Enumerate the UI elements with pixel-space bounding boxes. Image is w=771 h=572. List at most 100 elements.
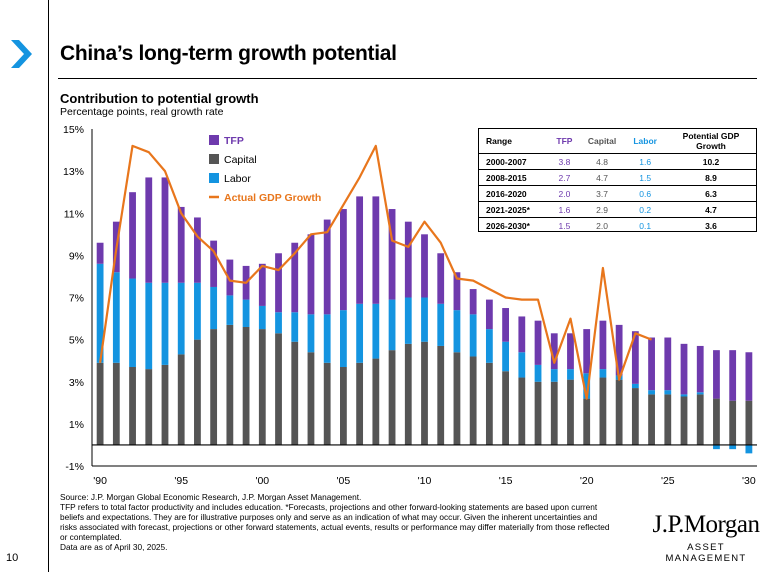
bar-labor — [567, 369, 574, 380]
bar-labor — [226, 295, 234, 325]
x-tick-label: '05 — [337, 475, 351, 487]
bar-tfp — [96, 242, 104, 264]
bar-tfp — [372, 196, 380, 304]
bar-labor — [599, 369, 607, 378]
table-row: 2000-2007 3.8 4.8 1.6 10.2 — [478, 153, 757, 170]
bar-capital — [518, 377, 526, 445]
bar-capital — [242, 326, 250, 445]
bar-capital — [437, 345, 445, 445]
bar-labor — [340, 310, 347, 368]
cell-labor: 1.6 — [625, 153, 665, 170]
bar-capital — [469, 356, 477, 445]
y-tick-label: 7% — [69, 293, 84, 305]
bar-capital — [502, 371, 509, 445]
chevron-right-icon — [11, 40, 32, 68]
bar-capital — [680, 396, 688, 445]
bar-capital — [599, 377, 607, 445]
bar-capital — [356, 362, 364, 445]
bar-labor — [437, 303, 445, 346]
legend-label: Actual GDP Growth — [224, 192, 321, 204]
x-tick-label: '10 — [418, 475, 432, 487]
bar-capital — [583, 398, 591, 445]
bar-tfp — [583, 329, 591, 374]
cell-gdp: 10.2 — [665, 153, 757, 170]
logo-subtitle: ASSET MANAGEMENT — [665, 542, 747, 564]
bar-tfp — [421, 234, 428, 298]
cell-capital: 2.9 — [578, 201, 626, 218]
x-tick-label: '95 — [174, 475, 188, 487]
bar-tfp — [745, 352, 753, 401]
header-potential-gdp: Potential GDP Growth — [665, 128, 757, 154]
y-tick-label: 15% — [63, 124, 84, 136]
cell-tfp: 2.7 — [550, 169, 579, 186]
bar-capital — [291, 341, 299, 445]
bar-capital — [388, 350, 396, 445]
legend-labor-swatch — [209, 173, 219, 183]
bar-labor — [550, 369, 558, 382]
bar-labor — [96, 263, 104, 363]
bar-capital — [194, 339, 201, 445]
bar-tfp — [631, 331, 639, 384]
bar-labor — [145, 282, 153, 370]
bar-capital — [129, 367, 136, 445]
cell-capital: 3.7 — [578, 185, 626, 202]
bar-labor — [129, 278, 136, 368]
bar-tfp — [664, 337, 672, 391]
bar-labor — [502, 341, 509, 372]
bar-tfp — [567, 333, 574, 370]
bar-tfp — [129, 192, 136, 279]
bar-labor — [275, 312, 282, 334]
bar-tfp — [534, 320, 542, 365]
bar-capital — [177, 354, 185, 445]
cell-labor: 0.1 — [639, 220, 652, 231]
bar-tfp — [388, 209, 396, 300]
cell-tfp: 1.6 — [550, 201, 579, 218]
y-tick-label: 9% — [69, 250, 84, 262]
bar-labor — [323, 314, 331, 363]
bar-tfp — [226, 259, 234, 296]
chart-subtitle: Contribution to potential growth — [60, 91, 259, 106]
cell-tfp: 2.0 — [550, 185, 579, 202]
bar-labor — [388, 299, 396, 351]
x-tick-label: '90 — [93, 475, 107, 487]
bar-capital — [258, 329, 266, 445]
bar-tfp — [194, 217, 201, 283]
table-row: 2016-2020 2.0 3.7 0.6 6.3 — [478, 185, 757, 202]
bar-tfp — [258, 263, 266, 306]
bar-capital — [323, 362, 331, 445]
y-tick-label: 1% — [69, 419, 84, 431]
bar-labor — [631, 383, 639, 389]
bar-tfp — [696, 345, 704, 393]
bar-capital — [275, 333, 282, 445]
x-tick-label: '00 — [255, 475, 269, 487]
title-divider — [58, 78, 757, 79]
footnotes: Source: J.P. Morgan Global Economic Rese… — [60, 492, 610, 552]
bar-tfp — [680, 343, 688, 395]
bar-capital — [145, 369, 153, 445]
table-row: 2008-2015 2.7 4.7 1.5 8.9 — [478, 169, 757, 186]
cell-labor: 1.5 — [625, 169, 665, 186]
bar-tfp — [469, 289, 477, 315]
bar-capital — [567, 379, 574, 445]
bar-labor — [583, 373, 591, 399]
y-tick-label: 13% — [63, 166, 84, 178]
legend-label: Labor — [224, 173, 251, 185]
bar-labor — [258, 305, 266, 330]
bar-labor — [242, 299, 250, 327]
bar-labor — [680, 394, 688, 397]
table-row: 2026-2030* 1.5 2.0 0.1 3.6 — [478, 218, 757, 234]
bar-labor — [421, 297, 428, 342]
bar-tfp — [713, 350, 720, 399]
bar-capital — [96, 362, 104, 445]
bar-capital — [534, 381, 542, 445]
bar-capital — [664, 394, 672, 445]
y-tick-label: 5% — [69, 335, 84, 347]
cell-range: 2021-2025* — [478, 201, 550, 218]
cell-labor: 0.2 — [625, 201, 665, 218]
bar-labor — [469, 314, 477, 357]
bar-tfp — [615, 324, 623, 376]
bar-capital — [615, 379, 623, 445]
bar-capital — [226, 324, 234, 445]
bar-labor — [210, 286, 218, 330]
y-tick-label: 11% — [64, 208, 84, 220]
